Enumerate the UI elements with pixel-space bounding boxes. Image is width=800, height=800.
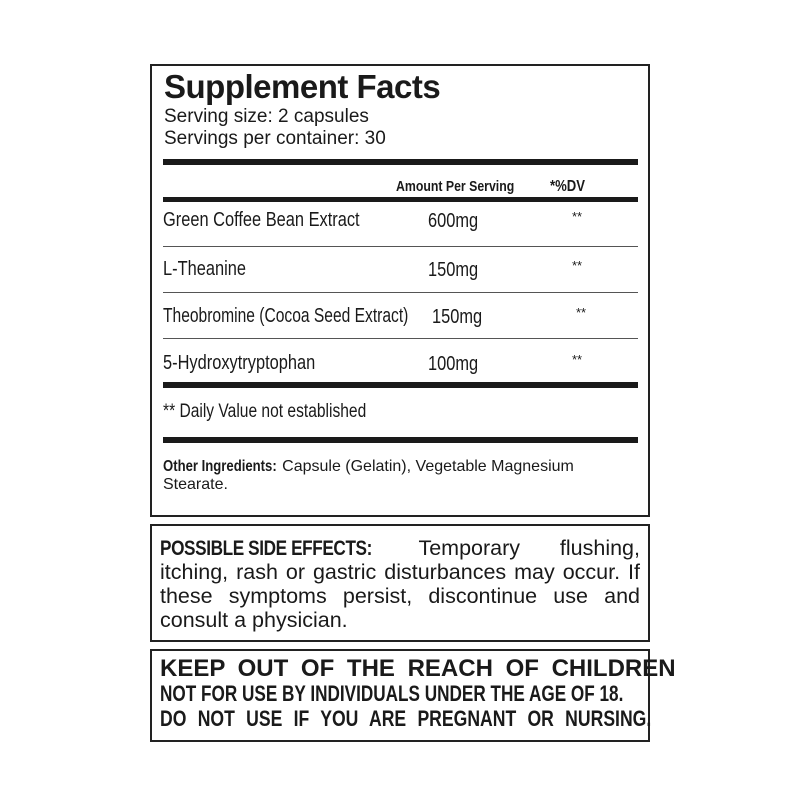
ingredient-amount: 100mg	[428, 353, 479, 375]
amount-per-serving-header: Amount Per Serving	[396, 178, 515, 195]
supplement-facts-panel: Supplement Facts Serving size: 2 capsule…	[150, 64, 650, 517]
warnings-panel: KEEP OUT OF THE REACH OF CHILDREN NOT FO…	[150, 649, 676, 742]
header-divider	[163, 197, 638, 202]
ingredient-amount: 600mg	[428, 210, 479, 232]
thick-divider	[163, 159, 638, 165]
thick-divider	[163, 382, 638, 388]
warning-age: NOT FOR USE BY INDIVIDUALS UNDER THE AGE…	[160, 681, 624, 706]
side-effects-text: POSSIBLE SIDE EFFECTS: Temporary flushin…	[160, 536, 640, 632]
ingredient-name: Theobromine (Cocoa Seed Extract)	[163, 305, 409, 327]
ingredient-dv: **	[572, 352, 583, 367]
side-effects-body: Temporary flushing, itching, rash or gas…	[160, 536, 640, 632]
side-effects-label: POSSIBLE SIDE EFFECTS:	[160, 536, 372, 560]
row-divider	[163, 246, 638, 247]
ingredient-dv: **	[572, 209, 583, 224]
ingredient-dv: **	[572, 258, 583, 273]
ingredient-amount: 150mg	[428, 259, 479, 281]
other-ingredients-label: Other Ingredients:	[163, 458, 277, 475]
ingredient-name: 5-Hydroxytryptophan	[163, 352, 316, 374]
servings-per-container: Servings per container: 30	[164, 128, 386, 149]
row-divider	[163, 338, 638, 339]
warning-pregnant: DO NOT USE IF YOU ARE PREGNANT OR NURSIN…	[160, 706, 652, 731]
serving-size: Serving size: 2 capsules	[164, 106, 369, 127]
other-ingredients: Other Ingredients: Capsule (Gelatin), Ve…	[163, 458, 633, 494]
other-ingredients-text: Capsule (Gelatin), Vegetable Magnesium S…	[163, 458, 574, 493]
ingredient-amount: 150mg	[432, 306, 483, 328]
dv-header: *%DV	[550, 178, 586, 195]
ingredient-dv: **	[576, 305, 587, 320]
daily-value-footnote: ** Daily Value not established	[163, 401, 367, 422]
panel-title: Supplement Facts	[164, 68, 441, 105]
side-effects-panel: POSSIBLE SIDE EFFECTS: Temporary flushin…	[150, 524, 650, 642]
ingredient-name: Green Coffee Bean Extract	[163, 209, 360, 231]
row-divider	[163, 292, 638, 293]
warning-children: KEEP OUT OF THE REACH OF CHILDREN	[160, 655, 676, 682]
thick-divider	[163, 437, 638, 443]
ingredient-name: L-Theanine	[163, 258, 246, 280]
